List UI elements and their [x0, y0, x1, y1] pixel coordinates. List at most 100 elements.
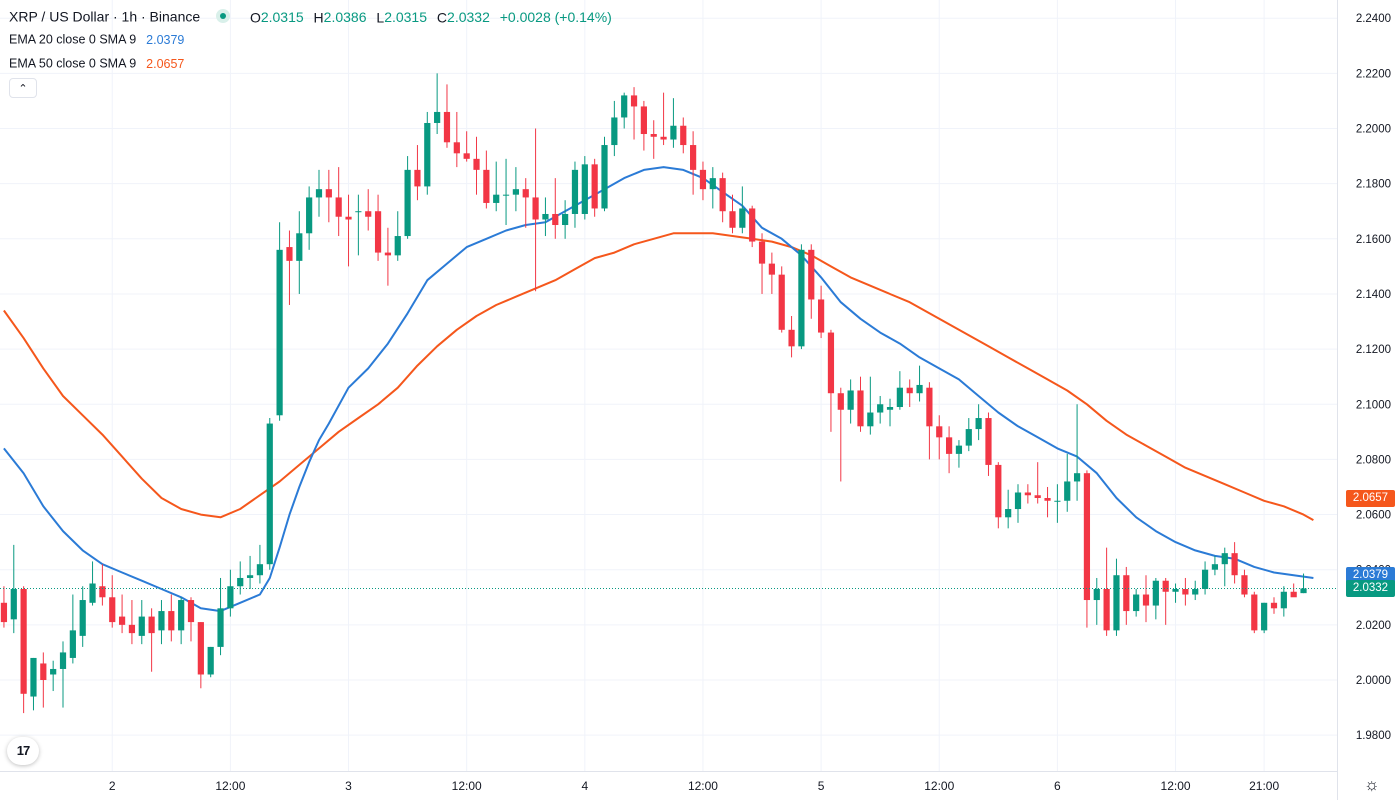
candle — [1093, 577, 1100, 625]
candle-body — [778, 274, 785, 330]
candle-body — [1162, 580, 1169, 592]
price-tick-label: 2.1200 — [1356, 344, 1391, 356]
collapse-legend-button[interactable]: ⌃ — [9, 78, 37, 98]
time-tick-label: 6 — [1054, 779, 1061, 793]
candle — [276, 222, 283, 421]
candle-body — [1073, 473, 1081, 482]
candle — [1005, 489, 1012, 529]
price-tick-label: 2.2000 — [1356, 124, 1391, 136]
time-tick-label: 4 — [581, 779, 588, 793]
candle-body — [581, 164, 588, 214]
candle — [256, 544, 264, 584]
candle-body — [296, 233, 303, 261]
candle — [975, 404, 982, 441]
price-tick-label: 2.1400 — [1356, 289, 1391, 301]
price-tick-label: 2.1000 — [1356, 399, 1391, 411]
candle — [867, 376, 874, 435]
candle-body — [847, 390, 854, 410]
symbol-title[interactable]: XRP / US Dollar · 1h · Binance — [9, 8, 201, 25]
ema20-path — [3, 166, 1314, 613]
candle-body — [1123, 575, 1130, 612]
ohlc-low-value: 2.0315 — [384, 8, 428, 25]
price-tick-label: 2.2200 — [1356, 68, 1391, 80]
candle-body — [532, 197, 539, 220]
price-tick-label: 2.0000 — [1356, 675, 1391, 687]
candle — [335, 167, 342, 237]
candle — [306, 186, 313, 250]
chevron-up-icon: ⌃ — [18, 83, 28, 95]
candle-body — [857, 390, 864, 427]
candle-body — [79, 600, 86, 636]
candle-body — [493, 194, 500, 203]
price-axis[interactable]: 2.2400 2.2200 2.2000 2.1800 2.1600 2.1400 2.12… — [1356, 13, 1391, 742]
candle — [1152, 577, 1159, 620]
candle — [1073, 404, 1081, 501]
candle-body — [483, 169, 490, 203]
candle — [542, 197, 549, 237]
candle-body — [118, 616, 126, 625]
candle — [955, 440, 963, 468]
candle — [886, 398, 894, 427]
candle-body — [798, 249, 805, 347]
candle — [355, 194, 362, 256]
candle-body — [306, 197, 313, 234]
candle — [650, 120, 657, 159]
ema20-legend[interactable]: EMA 20 close 0 SMA 9 2.0379 — [9, 32, 184, 47]
ema50-value: 2.0657 — [146, 56, 185, 71]
candle — [916, 365, 923, 402]
candle-body — [266, 423, 273, 565]
candle-body — [1034, 495, 1041, 499]
candle — [109, 575, 116, 628]
candle — [1270, 597, 1278, 614]
candle — [640, 100, 647, 151]
candle — [99, 564, 106, 606]
current-price-tag: 2.0332 — [1346, 579, 1395, 597]
candle-body — [906, 387, 913, 394]
candle — [443, 84, 451, 148]
time-tick-label: 2 — [109, 779, 116, 793]
ema20-value: 2.0379 — [146, 32, 185, 47]
price-tick-label: 1.9800 — [1356, 730, 1391, 742]
candle — [434, 73, 441, 135]
candle-body — [414, 169, 421, 187]
candle — [621, 92, 628, 129]
candle — [404, 156, 411, 239]
ohlc-close-key: C — [436, 8, 448, 25]
candle — [758, 233, 766, 294]
candle — [1064, 453, 1071, 512]
candle — [837, 387, 844, 482]
ema20-price-tag: 2.0379 — [1346, 566, 1395, 584]
candle-body — [345, 216, 352, 220]
settings-gear-icon[interactable]: ☼ — [1364, 775, 1380, 794]
candle-body — [562, 213, 569, 226]
candle-body — [197, 622, 204, 675]
ema50-line — [3, 232, 1314, 521]
candle — [197, 622, 204, 689]
candle-body — [365, 211, 372, 217]
candle — [906, 379, 913, 408]
candle — [709, 167, 716, 209]
candle — [118, 594, 126, 634]
candle — [522, 178, 529, 228]
candle — [237, 561, 244, 595]
candle-body — [709, 178, 716, 190]
candle — [1034, 462, 1041, 504]
candle-body — [827, 332, 835, 394]
candle — [20, 586, 27, 714]
candle-body — [227, 586, 234, 609]
candle-body — [434, 111, 441, 123]
candle — [945, 426, 953, 474]
time-tick-label: 12:00 — [688, 779, 718, 793]
time-tick-label: 12:00 — [924, 779, 954, 793]
candle-body — [10, 589, 17, 620]
ema50-legend[interactable]: EMA 50 close 0 SMA 9 2.0657 — [9, 56, 184, 71]
candle-body — [1133, 594, 1140, 612]
tradingview-logo[interactable]: 17 — [7, 737, 39, 765]
time-axis[interactable]: 2 12:00 3 12:00 4 12:00 5 12:00 6 12:00 21:00 — [109, 779, 1280, 793]
candle — [936, 415, 943, 460]
time-tick-label: 12:00 — [215, 779, 245, 793]
candle-body — [867, 412, 874, 427]
candle-body — [611, 117, 618, 146]
candle-body — [109, 597, 116, 623]
